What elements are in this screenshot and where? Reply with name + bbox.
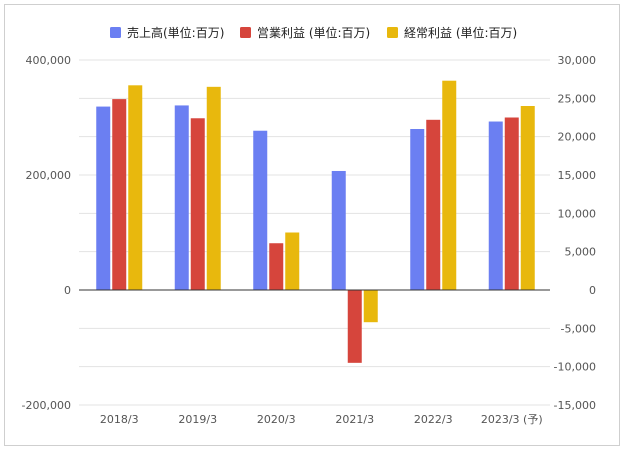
x-tick-label: 2022/3 <box>414 413 453 426</box>
bar-series-2-5 <box>520 106 535 290</box>
bar-series-1-2 <box>269 243 284 290</box>
bar-series-1-0 <box>112 99 127 290</box>
right-tick-label: -5,000 <box>561 322 596 335</box>
bar-series-0-4 <box>410 129 425 290</box>
bar-chart: 売上高(単位:百万) 営業利益 (単位:百万) 経常利益 (単位:百万) -200,… <box>22 25 596 426</box>
bar-series-1-3 <box>347 290 362 363</box>
legend: 売上高(単位:百万) 営業利益 (単位:百万) 経常利益 (単位:百万) <box>110 25 517 40</box>
bar-series-0-3 <box>331 170 346 290</box>
right-tick-label: 30,000 <box>558 54 597 67</box>
left-tick-label: -200,000 <box>22 399 71 412</box>
bar-series-1-5 <box>504 117 519 290</box>
left-axis-ticks: -200,000 0 200,000 400,000 <box>22 54 71 412</box>
x-tick-label: 2023/3 (予) <box>481 413 543 426</box>
left-tick-label: 200,000 <box>26 169 72 182</box>
x-tick-label: 2019/3 <box>178 413 217 426</box>
x-axis-ticks: 2018/3 2019/3 2020/3 2021/3 2022/3 2023/3 (予) <box>100 413 543 426</box>
left-tick-label: 400,000 <box>26 54 72 67</box>
bar-series-0-5 <box>488 121 503 291</box>
right-axis-ticks: -15,000 -10,000 -5,000 0 5,000 10,000 15,000 20… <box>554 54 596 412</box>
legend-swatch <box>110 27 121 38</box>
right-tick-label: -10,000 <box>554 361 596 374</box>
bars <box>96 80 535 363</box>
legend-label: 売上高(単位:百万) <box>127 25 224 40</box>
bar-series-1-1 <box>190 118 205 291</box>
chart-frame: 売上高(単位:百万) 営業利益 (単位:百万) 経常利益 (単位:百万) -200,… <box>4 4 620 446</box>
right-tick-label: 0 <box>589 284 596 297</box>
bar-series-0-0 <box>96 106 111 290</box>
right-tick-label: 5,000 <box>565 246 597 259</box>
bar-series-2-4 <box>442 80 457 290</box>
bar-series-0-2 <box>253 130 268 290</box>
bar-series-0-1 <box>174 105 189 290</box>
x-tick-label: 2020/3 <box>257 413 296 426</box>
right-tick-label: 15,000 <box>558 169 597 182</box>
bar-series-2-0 <box>128 85 143 290</box>
legend-label: 営業利益 (単位:百万) <box>257 25 370 40</box>
right-tick-label: -15,000 <box>554 399 596 412</box>
bar-series-2-3 <box>363 290 378 323</box>
left-tick-label: 0 <box>64 284 71 297</box>
right-tick-label: 25,000 <box>558 92 597 105</box>
bar-series-2-2 <box>285 232 300 290</box>
right-tick-label: 10,000 <box>558 207 597 220</box>
bar-series-1-4 <box>426 119 441 290</box>
right-tick-label: 20,000 <box>558 131 597 144</box>
legend-swatch <box>240 27 251 38</box>
x-tick-label: 2021/3 <box>335 413 374 426</box>
bar-series-2-1 <box>206 86 221 290</box>
legend-swatch <box>387 27 398 38</box>
legend-label: 経常利益 (単位:百万) <box>404 25 517 40</box>
x-tick-label: 2018/3 <box>100 413 139 426</box>
gridlines <box>79 59 550 406</box>
